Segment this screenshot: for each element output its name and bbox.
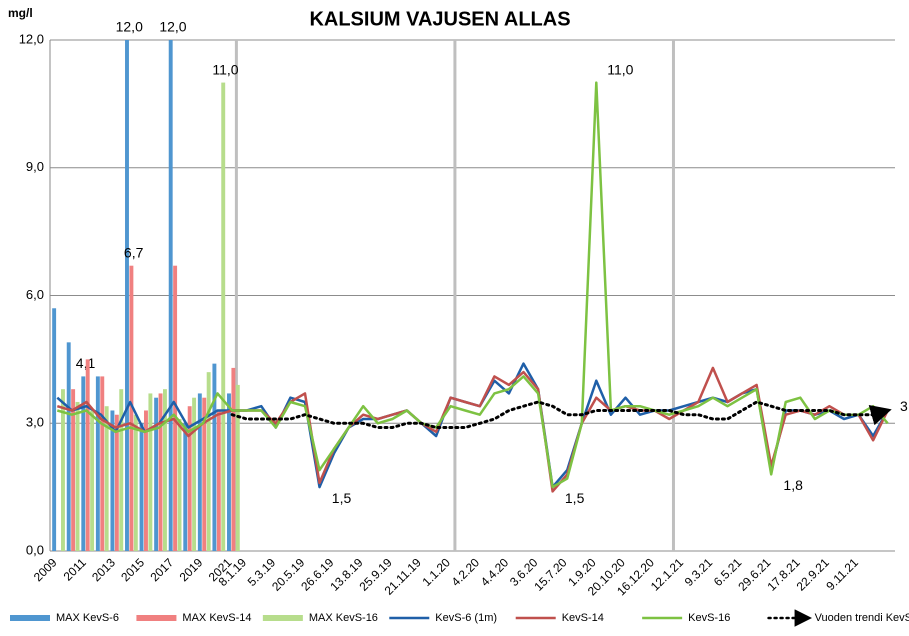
bar (110, 410, 115, 551)
data-label: 1,5 (565, 490, 585, 506)
x-tick-label: 2009 (31, 555, 60, 584)
bar (125, 40, 129, 551)
y-axis-label: mg/l (8, 6, 33, 20)
bar (221, 82, 226, 551)
bar (144, 410, 148, 551)
bar (183, 423, 188, 551)
legend-label: Vuoden trendi KevS-6 (815, 612, 909, 624)
bar (133, 414, 138, 551)
bar (100, 376, 105, 551)
line (56, 81, 889, 489)
x-tick-label: 4.2.20 (449, 555, 483, 589)
bar (66, 342, 71, 551)
bar (216, 410, 221, 551)
legend-swatch (10, 615, 50, 621)
y-tick-label: 3,0 (26, 415, 44, 430)
bar (168, 40, 173, 551)
x-tick-label: 2015 (118, 555, 147, 584)
bar (154, 397, 159, 551)
bar (187, 406, 192, 551)
legend-label: KevS-16 (688, 612, 730, 624)
x-tick-label: 9.3.21 (682, 555, 716, 589)
line (56, 366, 889, 493)
x-tick-label: 12.1.21 (648, 555, 686, 593)
x-tick-label: 2017 (147, 555, 176, 584)
bar (231, 367, 236, 551)
legend-label: MAX KevS-16 (309, 612, 378, 624)
bar (119, 389, 124, 551)
bar (202, 397, 207, 551)
data-label: 12,0 (159, 19, 186, 35)
bar (139, 423, 144, 551)
x-tick-label: 9.11.21 (823, 555, 861, 593)
bar (114, 414, 119, 551)
bar (212, 363, 217, 551)
line (230, 400, 892, 429)
legend-label: MAX KevS-6 (56, 612, 119, 624)
chart-title: KALSIUM VAJUSEN ALLAS (309, 8, 570, 30)
bar (173, 265, 178, 551)
x-tick-label: 1.1.20 (420, 555, 454, 589)
legend-swatch (262, 615, 303, 621)
bar (71, 389, 76, 551)
bar (235, 384, 240, 551)
data-label: 1,5 (332, 490, 352, 506)
bar (177, 418, 182, 551)
legend-label: KevS-14 (562, 612, 604, 624)
x-tick-label: 22.9.21 (794, 555, 832, 593)
bar (158, 393, 163, 551)
bar (227, 393, 231, 551)
legend-swatch (136, 615, 177, 621)
data-label: 11,0 (212, 61, 238, 77)
bar (162, 389, 167, 551)
bar (81, 376, 86, 551)
bar (85, 359, 90, 551)
bar (61, 389, 65, 551)
y-tick-label: 9,0 (26, 159, 44, 174)
legend: MAX KevS-6 MAX KevS-14 MAX KevS-16 KevS-6 (… (10, 609, 909, 627)
x-tick-label: 2011 (61, 555, 89, 583)
bar (192, 397, 197, 551)
data-label: 3,3 (900, 398, 909, 414)
bar (148, 393, 153, 551)
y-tick-label: 6,0 (26, 287, 44, 302)
bar (75, 401, 80, 551)
data-label: 4,1 (76, 355, 96, 371)
bar (197, 393, 202, 551)
x-tick-label: 2013 (89, 555, 118, 584)
y-tick-label: 12,0 (19, 31, 44, 46)
legend-label: KevS-6 (1m) (435, 612, 497, 624)
bar (90, 410, 95, 551)
data-label: 12,0 (116, 19, 143, 35)
bar (52, 308, 57, 551)
data-label: 11,0 (607, 61, 633, 77)
data-label: 6,7 (124, 244, 144, 260)
y-tick-label: 0,0 (26, 542, 44, 557)
bar (206, 372, 211, 551)
data-label: 1,8 (783, 477, 803, 493)
bar (95, 376, 100, 551)
x-tick-label: 15.7.20 (531, 555, 569, 593)
bar (129, 265, 134, 551)
legend-label: MAX KevS-14 (182, 612, 251, 624)
x-tick-label: 2019 (177, 555, 206, 584)
x-tick-label: 4.4.20 (478, 555, 512, 589)
bar (104, 406, 109, 551)
